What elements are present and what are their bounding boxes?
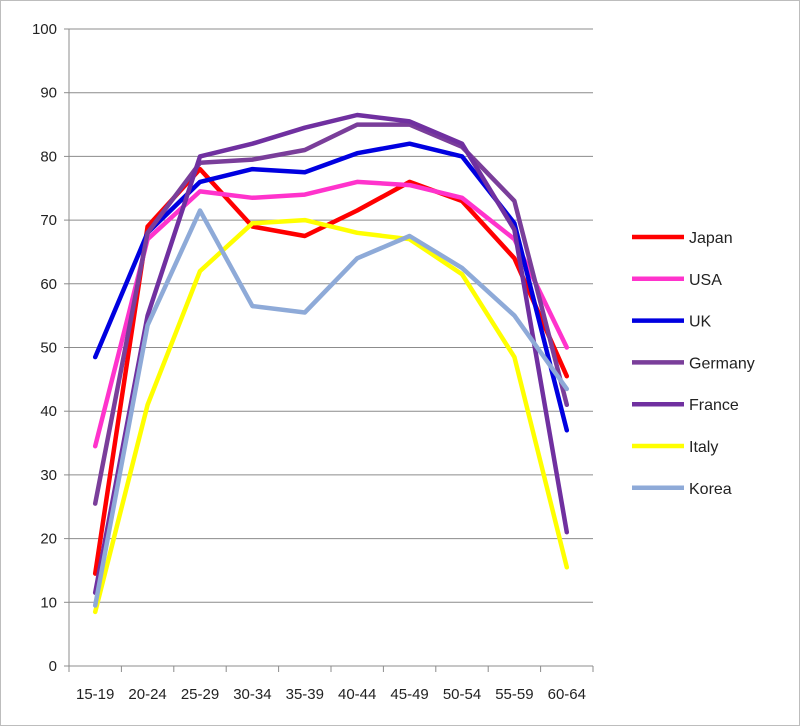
x-tick-label: 60-64 — [548, 686, 586, 703]
y-tick-label: 0 — [49, 658, 57, 675]
series-line-usa — [92, 179, 570, 449]
y-tick-label: 40 — [40, 403, 57, 420]
legend-label: Japan — [689, 230, 733, 247]
legend-label: France — [689, 397, 739, 414]
legend-label: UK — [689, 314, 712, 331]
legend-item-usa: USA — [632, 272, 722, 289]
gridlines — [69, 28, 593, 603]
legend: Japan USA UK Germany France Italy Korea — [632, 230, 755, 498]
y-tick-label: 20 — [40, 531, 57, 548]
legend-item-germany: Germany — [632, 355, 755, 372]
y-tick-label: 10 — [40, 594, 57, 611]
x-tick-labels: 15-19 20-24 25-29 30-34 35-39 40-44 45-49 50-54… — [76, 686, 586, 703]
legend-item-italy: Italy — [632, 439, 718, 456]
y-tick-label: 80 — [40, 148, 57, 165]
y-tick-label: 90 — [40, 85, 57, 102]
series-line-korea — [92, 208, 570, 608]
x-tick-label: 45-49 — [390, 686, 428, 703]
legend-label: USA — [689, 272, 722, 289]
x-tick-label: 55-59 — [495, 686, 533, 703]
y-tick-label: 50 — [40, 340, 57, 357]
y-tick-label: 30 — [40, 467, 57, 484]
series-line-italy — [92, 217, 570, 615]
axes — [64, 28, 594, 672]
series-line-japan — [92, 166, 570, 576]
x-tick-label: 30-34 — [233, 686, 271, 703]
y-tick-labels: 0 10 20 30 40 50 60 70 80 90 100 — [32, 21, 57, 675]
x-tick-label: 25-29 — [181, 686, 219, 703]
x-tick-label: 15-19 — [76, 686, 114, 703]
legend-item-korea: Korea — [632, 481, 732, 498]
x-tick-label: 50-54 — [443, 686, 481, 703]
series-line-germany — [92, 122, 570, 506]
legend-item-japan: Japan — [632, 230, 733, 247]
legend-item-uk: UK — [632, 314, 712, 331]
legend-label: Germany — [689, 355, 755, 372]
legend-label: Korea — [689, 481, 732, 498]
legend-label: Italy — [689, 439, 718, 456]
series-lines — [92, 112, 570, 615]
legend-item-france: France — [632, 397, 739, 414]
y-tick-label: 60 — [40, 276, 57, 293]
series-line-france — [92, 112, 570, 595]
x-tick-label: 40-44 — [338, 686, 376, 703]
y-tick-label: 100 — [32, 21, 57, 38]
y-tick-label: 70 — [40, 212, 57, 229]
x-tick-label: 35-39 — [286, 686, 324, 703]
x-tick-label: 20-24 — [128, 686, 166, 703]
